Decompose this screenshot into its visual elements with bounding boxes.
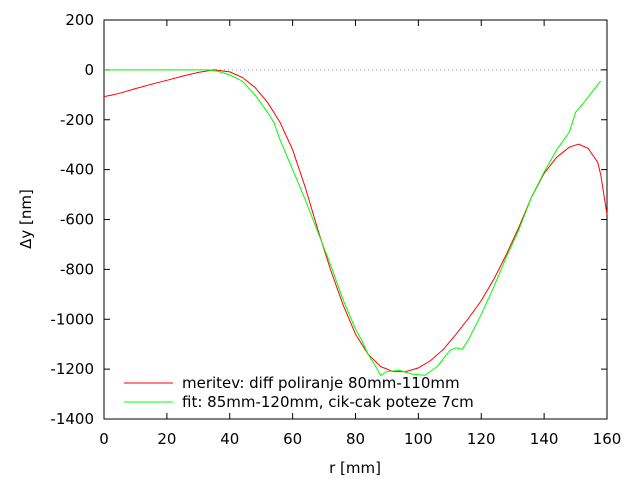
x-tick-label: 80 (346, 430, 365, 448)
x-tick-label: 120 (467, 430, 496, 448)
x-tick-label: 0 (99, 430, 109, 448)
y-axis-label: Δy [nm] (17, 189, 35, 249)
legend-label-0: meritev: diff poliranje 80mm-110mm (182, 374, 460, 392)
x-tick-label: 20 (157, 430, 176, 448)
x-tick-label: 140 (530, 430, 559, 448)
y-tick-label: -1200 (50, 360, 94, 378)
y-tick-label: -200 (60, 111, 94, 129)
legend-label-1: fit: 85mm-120mm, cik-cak poteze 7cm (182, 393, 474, 411)
y-tick-label: 0 (84, 61, 94, 79)
series-line-0 (103, 69, 608, 373)
y-tick-label: -1400 (50, 410, 94, 428)
y-tick-label: -600 (60, 211, 94, 229)
y-tick-label: -1000 (50, 310, 94, 328)
y-tick-label: -400 (60, 161, 94, 179)
x-tick-label: 100 (404, 430, 433, 448)
x-tick-label: 40 (220, 430, 239, 448)
y-tick-label: -800 (60, 260, 94, 278)
x-tick-label: 160 (593, 430, 622, 448)
plot-frame (103, 19, 608, 420)
series-line-1 (104, 69, 602, 377)
y-tick-label: 200 (65, 11, 94, 29)
x-axis-label: r [mm] (329, 459, 381, 477)
x-tick-label: 60 (283, 430, 302, 448)
